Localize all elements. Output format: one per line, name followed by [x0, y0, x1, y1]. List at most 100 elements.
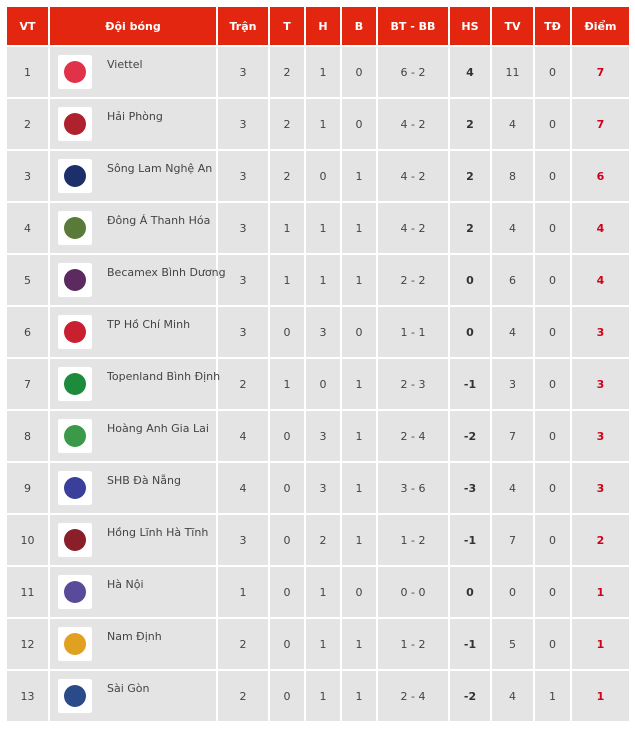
td-cell: 0 [535, 411, 570, 461]
header-wins: T [270, 7, 304, 45]
goals-cell: 2 - 4 [378, 671, 448, 721]
table-row: 10 Hồng Lĩnh Hà Tĩnh 3 0 2 1 1 - 2 -1 7 0 2 [7, 515, 629, 565]
header-draws: H [306, 7, 340, 45]
team-name[interactable]: Hoàng Anh Gia Lai [107, 422, 209, 435]
team-logo-icon [58, 523, 92, 557]
wins-cell: 1 [270, 359, 304, 409]
goal-diff-cell: -2 [450, 411, 490, 461]
points-cell: 3 [572, 411, 629, 461]
team-cell[interactable]: Viettel [50, 47, 216, 97]
team-logo-icon [58, 419, 92, 453]
team-logo-icon [58, 263, 92, 297]
losses-cell: 0 [342, 47, 376, 97]
points-cell: 7 [572, 47, 629, 97]
team-cell[interactable]: Hoàng Anh Gia Lai [50, 411, 216, 461]
vt-cell: 8 [7, 411, 48, 461]
team-cell[interactable]: TP Hồ Chí Minh [50, 307, 216, 357]
losses-cell: 0 [342, 99, 376, 149]
goal-diff-cell: 2 [450, 99, 490, 149]
points-cell: 1 [572, 567, 629, 617]
table-row: 12 Nam Định 2 0 1 1 1 - 2 -1 5 0 1 [7, 619, 629, 669]
draws-cell: 1 [306, 255, 340, 305]
wins-cell: 1 [270, 255, 304, 305]
draws-cell: 1 [306, 99, 340, 149]
header-losses: B [342, 7, 376, 45]
goals-cell: 4 - 2 [378, 151, 448, 201]
vt-cell: 3 [7, 151, 48, 201]
vt-cell: 1 [7, 47, 48, 97]
team-name[interactable]: Đông Á Thanh Hóa [107, 214, 211, 227]
team-cell[interactable]: Hà Nội [50, 567, 216, 617]
draws-cell: 1 [306, 619, 340, 669]
team-name[interactable]: Nam Định [107, 630, 162, 643]
team-name[interactable]: Hồng Lĩnh Hà Tĩnh [107, 526, 209, 539]
points-cell: 6 [572, 151, 629, 201]
tv-cell: 8 [492, 151, 533, 201]
matches-cell: 2 [218, 671, 268, 721]
wins-cell: 0 [270, 411, 304, 461]
header-td: TĐ [535, 7, 570, 45]
wins-cell: 0 [270, 567, 304, 617]
points-cell: 3 [572, 463, 629, 513]
goal-diff-cell: 4 [450, 47, 490, 97]
points-cell: 2 [572, 515, 629, 565]
team-name[interactable]: Sài Gòn [107, 682, 150, 695]
points-cell: 1 [572, 619, 629, 669]
draws-cell: 2 [306, 515, 340, 565]
losses-cell: 1 [342, 463, 376, 513]
team-name[interactable]: Viettel [107, 58, 143, 71]
team-cell[interactable]: Topenland Bình Định [50, 359, 220, 409]
tv-cell: 5 [492, 619, 533, 669]
header-points: Điểm [572, 7, 629, 45]
td-cell: 0 [535, 359, 570, 409]
points-cell: 7 [572, 99, 629, 149]
team-cell[interactable]: SHB Đà Nẵng [50, 463, 216, 513]
goals-cell: 4 - 2 [378, 203, 448, 253]
tv-cell: 7 [492, 411, 533, 461]
team-cell[interactable]: Sài Gòn [50, 671, 216, 721]
draws-cell: 3 [306, 411, 340, 461]
losses-cell: 0 [342, 307, 376, 357]
team-name[interactable]: Hải Phòng [107, 110, 163, 123]
vt-cell: 6 [7, 307, 48, 357]
team-cell[interactable]: Hồng Lĩnh Hà Tĩnh [50, 515, 216, 565]
team-cell[interactable]: Nam Định [50, 619, 216, 669]
goal-diff-cell: 2 [450, 203, 490, 253]
team-logo-icon [58, 367, 92, 401]
team-name[interactable]: Topenland Bình Định [107, 370, 221, 383]
header-goals: BT - BB [378, 7, 448, 45]
team-cell[interactable]: Hải Phòng [50, 99, 216, 149]
losses-cell: 1 [342, 619, 376, 669]
team-name[interactable]: Becamex Bình Dương [107, 266, 226, 279]
team-logo-icon [58, 107, 92, 141]
losses-cell: 1 [342, 203, 376, 253]
standings-body: 1 Viettel 3 2 1 0 6 - 2 4 11 0 7 2 Hải Phòng 3 2 1 0 4 - … [7, 47, 629, 721]
draws-cell: 1 [306, 567, 340, 617]
header-vt: VT [7, 7, 48, 45]
losses-cell: 1 [342, 671, 376, 721]
vt-cell: 13 [7, 671, 48, 721]
wins-cell: 0 [270, 619, 304, 669]
matches-cell: 3 [218, 515, 268, 565]
team-name[interactable]: Hà Nội [107, 578, 144, 591]
wins-cell: 1 [270, 203, 304, 253]
tv-cell: 0 [492, 567, 533, 617]
td-cell: 0 [535, 255, 570, 305]
matches-cell: 4 [218, 463, 268, 513]
team-cell[interactable]: Đông Á Thanh Hóa [50, 203, 216, 253]
team-logo-icon [58, 627, 92, 661]
team-name[interactable]: TP Hồ Chí Minh [107, 318, 191, 331]
wins-cell: 2 [270, 151, 304, 201]
vt-cell: 7 [7, 359, 48, 409]
team-cell[interactable]: Sông Lam Nghệ An [50, 151, 216, 201]
team-logo-icon [58, 211, 92, 245]
team-name[interactable]: Sông Lam Nghệ An [107, 162, 213, 175]
header-tv: TV [492, 7, 533, 45]
td-cell: 0 [535, 567, 570, 617]
wins-cell: 2 [270, 99, 304, 149]
goal-diff-cell: 2 [450, 151, 490, 201]
team-cell[interactable]: Becamex Bình Dương [50, 255, 226, 305]
team-name[interactable]: SHB Đà Nẵng [107, 474, 181, 487]
